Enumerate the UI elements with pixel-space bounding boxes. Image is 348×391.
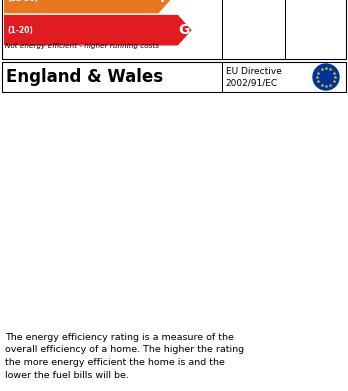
- Polygon shape: [4, 0, 172, 13]
- Text: Not energy efficient - higher running costs: Not energy efficient - higher running co…: [5, 43, 159, 49]
- Text: Energy Efficiency Rating: Energy Efficiency Rating: [10, 7, 239, 25]
- Text: (1-20): (1-20): [7, 26, 33, 35]
- Text: G: G: [179, 23, 190, 37]
- Text: 2002/91/EC: 2002/91/EC: [226, 79, 278, 88]
- Polygon shape: [4, 15, 192, 45]
- Circle shape: [313, 64, 339, 90]
- Text: The energy efficiency rating is a measure of the
overall efficiency of a home. T: The energy efficiency rating is a measur…: [5, 333, 244, 380]
- Text: (21-38): (21-38): [7, 0, 38, 2]
- Text: EU Directive: EU Directive: [226, 66, 282, 75]
- Text: F: F: [160, 0, 169, 5]
- Text: England & Wales: England & Wales: [6, 68, 163, 86]
